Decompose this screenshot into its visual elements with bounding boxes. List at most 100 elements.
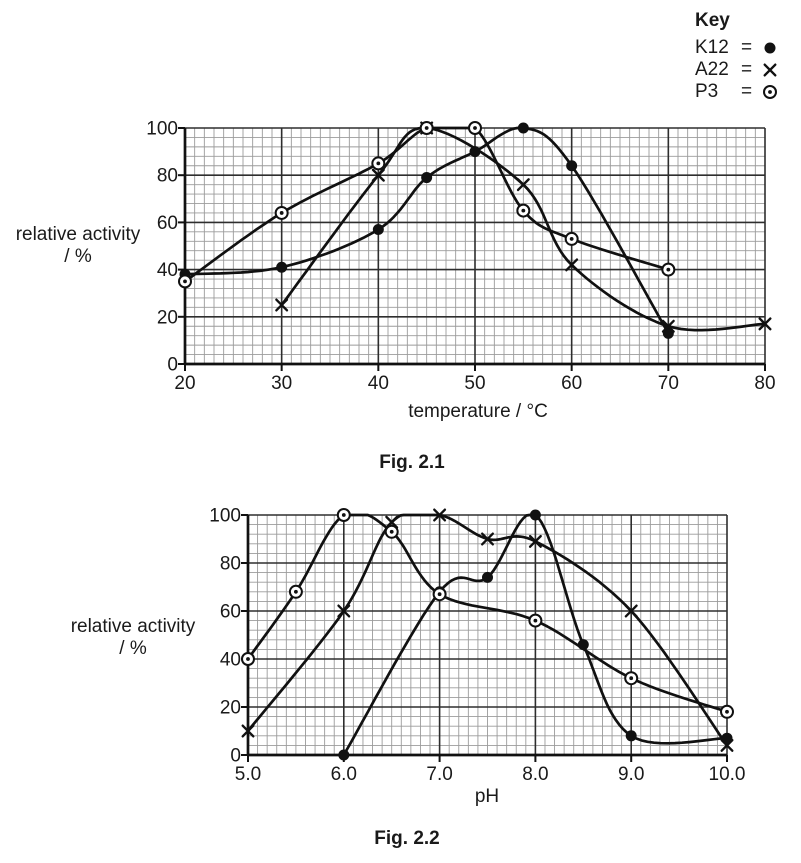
K12-marker — [517, 122, 529, 134]
fig1-x-axis-label: temperature / °C — [408, 401, 548, 422]
y-tick-label: 100 — [146, 119, 178, 140]
cross-icon — [763, 63, 777, 77]
y-tick-label: 40 — [220, 650, 241, 671]
cross-icon-glyph — [763, 63, 777, 77]
K12-marker — [338, 749, 350, 761]
series-P3-markers — [241, 508, 734, 719]
y-tick-label: 80 — [220, 554, 241, 575]
A22-marker — [275, 298, 289, 312]
x-tick-label: 40 — [368, 373, 389, 394]
series-P3-curve — [246, 513, 729, 714]
series-P3-curve — [183, 126, 670, 283]
y-tick-label: 60 — [157, 213, 178, 234]
axis-ticks — [178, 127, 766, 371]
y-tick-label: 100 — [209, 506, 241, 527]
P3-marker — [241, 652, 255, 666]
A22-marker — [565, 258, 579, 272]
fig1-y-axis-label: relative activity / % — [15, 224, 141, 267]
key-entry-label: K12 — [695, 37, 729, 58]
x-tick-label: 20 — [174, 373, 195, 394]
x-tick-label: 60 — [561, 373, 582, 394]
y-tick-label: 60 — [220, 602, 241, 623]
x-tick-label: 30 — [271, 373, 292, 394]
P3-marker — [661, 262, 676, 277]
key-entry-P3: P3 = — [695, 81, 779, 103]
P3-marker — [274, 205, 289, 220]
series-A22-markers — [241, 508, 734, 752]
fig2-x-axis-label: pH — [474, 786, 500, 807]
P3-marker — [336, 508, 351, 522]
key-equals-sign: = — [741, 81, 753, 102]
fig2-caption: Fig. 2.2 — [374, 828, 440, 849]
K12-marker — [566, 160, 578, 172]
K12-marker — [469, 146, 481, 158]
K12-marker — [529, 509, 541, 521]
series-K12-curve — [183, 126, 670, 335]
key-entry-K12: K12 = — [695, 37, 779, 59]
x-tick-label: 6.0 — [331, 764, 357, 785]
P3-marker — [384, 524, 399, 539]
key-equals-sign: = — [741, 59, 753, 80]
key-equals-sign: = — [741, 37, 753, 58]
A22-marker — [371, 168, 385, 182]
fig2-y-axis-label: relative activity / % — [70, 616, 196, 659]
key-entry-A22: A22 = — [695, 59, 779, 81]
x-tick-label: 5.0 — [235, 764, 261, 785]
K12-marker — [721, 732, 733, 744]
A22-marker — [433, 508, 447, 522]
K12-marker — [625, 730, 637, 742]
y-tick-label: 0 — [230, 746, 241, 767]
chart-fig-2-2: 5.0 6.0 7.0 8.0 9.0 10.0 0 20 40 60 80 100 — [209, 506, 745, 786]
x-tick-label: 10.0 — [709, 764, 746, 785]
A22-marker — [758, 317, 772, 331]
A22-marker — [385, 515, 399, 529]
key-entry-label: P3 — [695, 81, 719, 102]
A22-marker — [337, 604, 351, 618]
grid-minor — [247, 514, 728, 756]
series-P3-markers — [178, 121, 676, 289]
circle-dot-icon-glyph — [763, 85, 777, 99]
P3-marker — [178, 274, 192, 289]
key-entry-label: A22 — [695, 59, 729, 80]
x-tick-label: 7.0 — [426, 764, 452, 785]
y-tick-label: 80 — [157, 166, 178, 187]
K12-marker — [421, 172, 433, 184]
A22-marker — [661, 319, 675, 333]
P3-marker — [468, 121, 482, 135]
P3-marker — [528, 613, 543, 628]
y-tick-label: 20 — [220, 698, 241, 719]
P3-marker — [288, 584, 303, 599]
P3-marker — [516, 203, 531, 218]
A22-marker — [241, 724, 255, 738]
A22-marker — [516, 178, 530, 192]
K12-marker — [372, 223, 384, 235]
P3-marker — [564, 231, 579, 246]
y-tick-label: 0 — [167, 355, 178, 376]
K12-marker — [276, 261, 288, 273]
axes — [246, 515, 727, 757]
series-K12-markers — [179, 122, 674, 339]
x-tick-label: 50 — [464, 373, 485, 394]
P3-marker — [624, 671, 639, 686]
circle-dot-icon — [763, 85, 777, 99]
P3-marker — [432, 587, 447, 602]
K12-marker — [482, 571, 493, 583]
legend-key: Key K12 = A22 = P3 = — [695, 10, 779, 103]
P3-marker — [419, 121, 434, 135]
tick-labels: 5.0 6.0 7.0 8.0 9.0 10.0 0 20 40 60 80 100 — [209, 506, 745, 786]
filled-circle-icon-glyph — [764, 42, 776, 54]
P3-marker — [720, 704, 734, 719]
A22-marker — [528, 534, 542, 548]
A22-marker — [624, 604, 638, 618]
series-A22-curve — [246, 513, 729, 747]
A22-marker — [720, 738, 734, 752]
fig1-caption: Fig. 2.1 — [379, 452, 445, 473]
x-tick-label: 80 — [754, 373, 775, 394]
legend-entries: K12 = A22 = P3 = — [695, 37, 779, 103]
A22-marker — [481, 532, 494, 546]
filled-circle-icon — [764, 42, 776, 54]
y-tick-label: 40 — [157, 260, 178, 281]
